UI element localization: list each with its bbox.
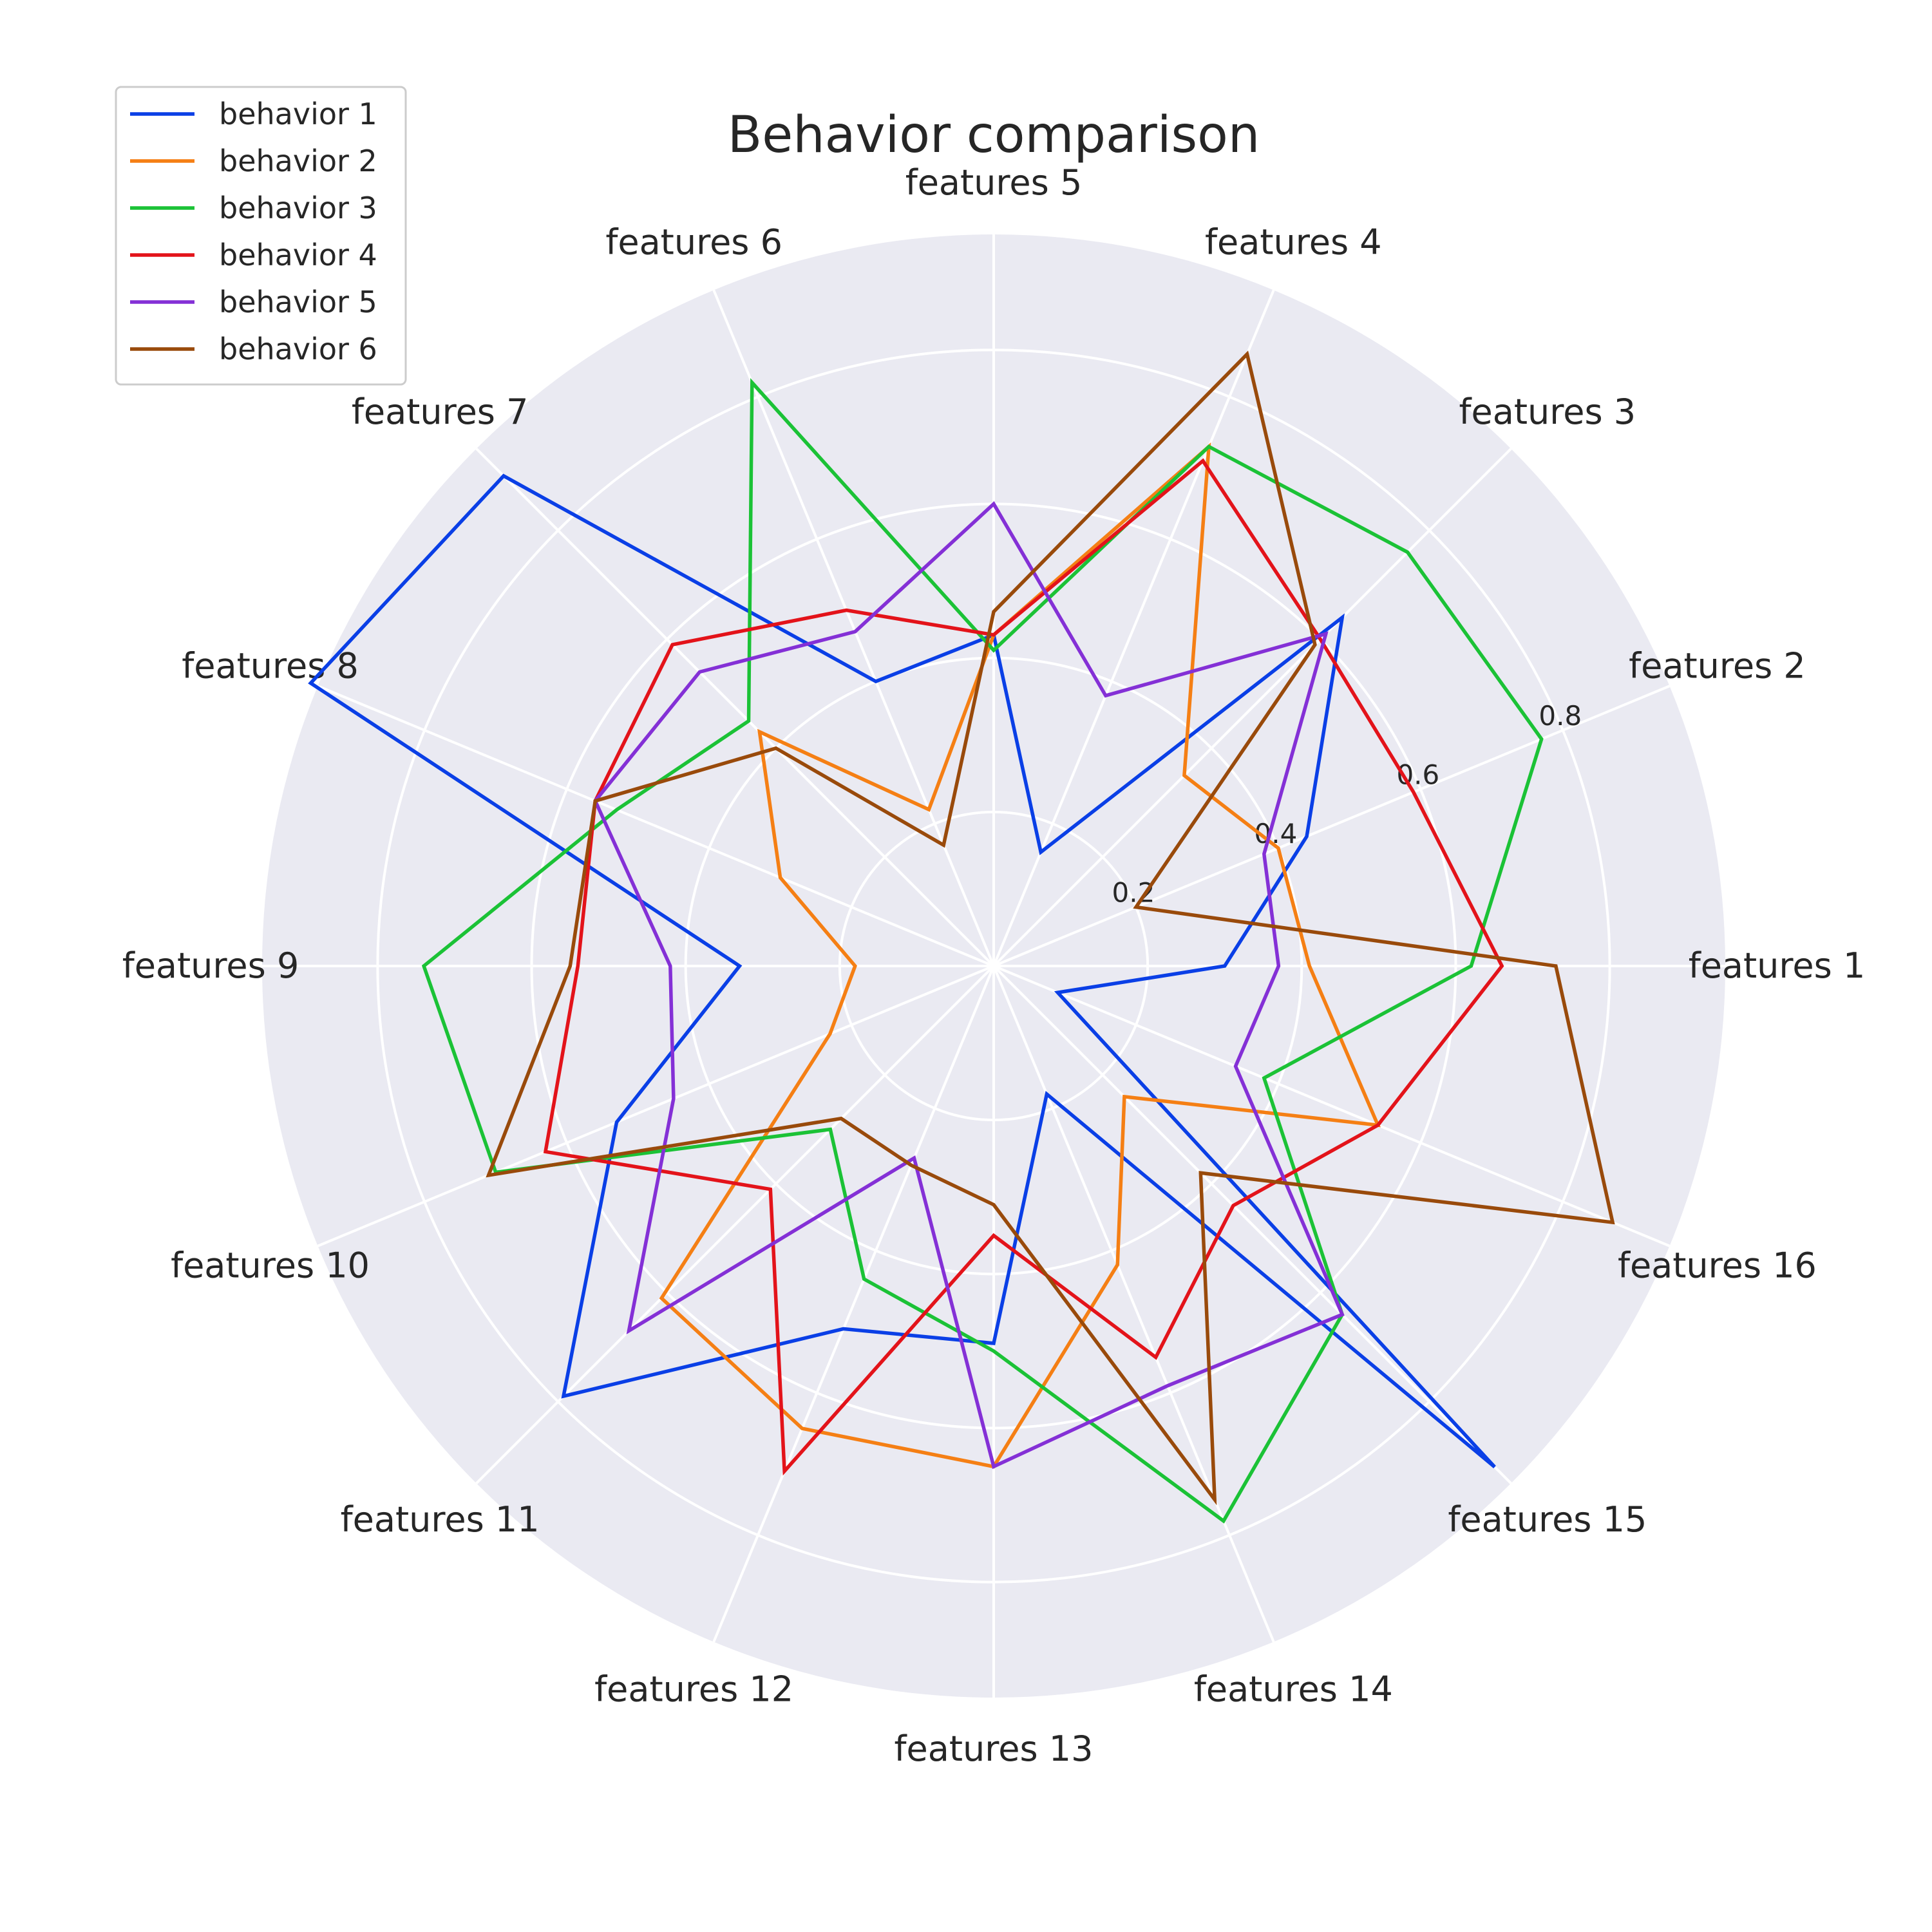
category-label: features 1 [1689,945,1866,986]
category-label: features 14 [1194,1669,1393,1709]
category-label: features 8 [182,646,359,687]
legend-entry: behavior 3 [219,191,377,225]
chart-title: Behavior comparison [728,106,1260,164]
legend-entry: behavior 6 [219,332,377,366]
angular-gridline [712,289,995,967]
legend-entry: behavior 1 [219,97,377,131]
category-label: features 2 [1629,646,1806,687]
angular-gridline [317,965,994,1247]
category-label: features 11 [341,1499,540,1540]
series-line [486,350,1615,1506]
angular-gridline [317,685,994,967]
category-label: features 3 [1459,392,1636,432]
angular-gridline [992,965,1512,1484]
angular-gridline [993,685,1671,967]
category-label: features 9 [122,945,299,986]
series-line [659,442,1381,1469]
category-label: features 10 [171,1245,370,1285]
category-label: features 16 [1618,1245,1817,1285]
angular-gridline [475,448,995,967]
category-label: features 12 [594,1669,793,1709]
radial-tick-label: 0.8 [1539,700,1582,732]
legend-entry: behavior 5 [219,285,377,319]
angular-gridline [992,448,1512,967]
category-label: features 4 [1205,222,1382,263]
angular-gridline [992,965,1275,1643]
legend: behavior 1 behavior 2 behavior 3 behavior 4… [115,86,407,386]
category-label: features 6 [605,222,782,263]
angular-gridline [993,965,1671,1247]
series-line [543,458,1504,1476]
legend-entry: behavior 4 [219,238,377,272]
series-line [593,501,1345,1470]
series-line [421,378,1544,1524]
category-label: features 15 [1448,1499,1647,1540]
radial-tick-label: 0.2 [1112,876,1155,908]
legend-entry: behavior 2 [219,144,377,178]
category-label: features 13 [895,1728,1094,1769]
category-label: features 5 [905,162,1083,203]
series-line [308,473,1496,1469]
angular-gridline [712,965,995,1643]
category-label: features 7 [352,392,529,432]
